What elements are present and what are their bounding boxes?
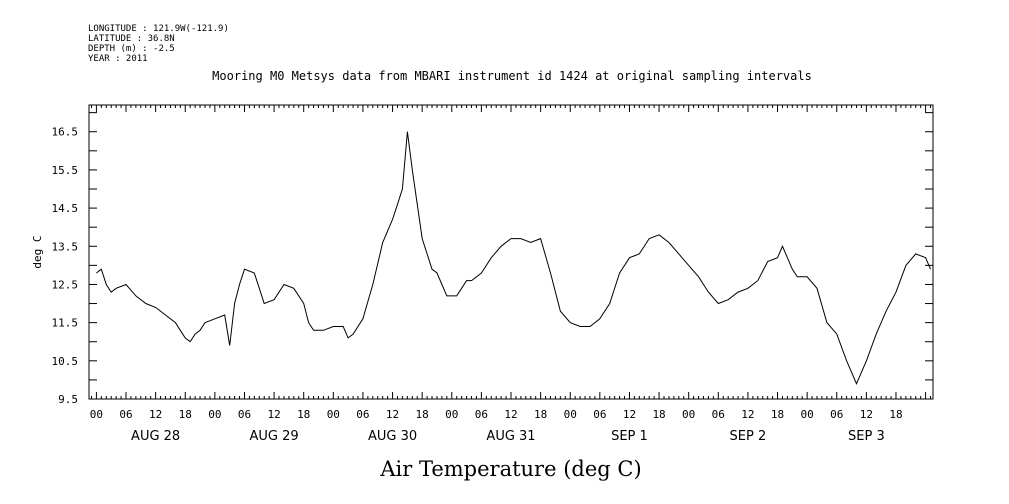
- x-hour-label: 06: [475, 408, 488, 421]
- x-hour-label: 06: [712, 408, 725, 421]
- x-tick-labels: 00 06 12 18 00 06 12 18 00 06 12 18 00 06 12 18 00 06 12 18…: [90, 408, 903, 421]
- x-day-label: SEP 1: [611, 429, 648, 444]
- x-axis: [90, 105, 932, 399]
- x-hour-label: 06: [830, 408, 843, 421]
- x-hour-label: 12: [860, 408, 873, 421]
- x-day-label: AUG 30: [368, 429, 417, 444]
- x-hour-label: 00: [445, 408, 458, 421]
- x-hour-label: 18: [771, 408, 784, 421]
- x-hour-label: 00: [682, 408, 695, 421]
- x-hour-label: 06: [119, 408, 132, 421]
- chart-title: Mooring M0 Metsys data from MBARI instru…: [212, 69, 812, 83]
- x-hour-label: 00: [801, 408, 814, 421]
- x-hour-label: 12: [267, 408, 280, 421]
- x-hour-label: 06: [593, 408, 606, 421]
- x-hour-label: 12: [741, 408, 754, 421]
- x-axis-label: Air Temperature (deg C): [379, 457, 641, 481]
- meta-longitude: LONGITUDE : 121.9W(-121.9): [88, 24, 229, 34]
- meta-latitude: LATITUDE : 36.8N: [88, 34, 175, 44]
- x-hour-label: 18: [416, 408, 429, 421]
- x-day-label: SEP 3: [848, 429, 885, 444]
- x-hour-label: 18: [889, 408, 902, 421]
- x-hour-label: 06: [238, 408, 251, 421]
- y-tick-label: 13.5: [52, 240, 79, 253]
- x-hour-label: 00: [327, 408, 340, 421]
- y-tick-label: 11.5: [52, 317, 79, 330]
- y-axis-label: deg C: [31, 235, 44, 268]
- series-line-air-temperature: [96, 131, 931, 385]
- x-hour-label: 18: [179, 408, 192, 421]
- x-day-label: AUG 29: [250, 429, 299, 444]
- y-tick-label: 16.5: [52, 126, 79, 139]
- x-day-label: AUG 31: [486, 429, 535, 444]
- x-hour-label: 00: [564, 408, 577, 421]
- x-day-label: AUG 28: [131, 429, 180, 444]
- meta-depth: DEPTH (m) : -2.5: [88, 44, 175, 54]
- meta-year: YEAR : 2011: [88, 54, 148, 64]
- x-hour-label: 06: [356, 408, 369, 421]
- plot-frame: [88, 104, 934, 400]
- y-axis: 9.5 10.5 11.5 12.5 13.5 14.5 15.5 16.5: [52, 112, 933, 406]
- x-hour-label: 12: [504, 408, 517, 421]
- x-day-labels: AUG 28 AUG 29 AUG 30 AUG 31 SEP 1 SEP 2 SEP 3: [131, 429, 885, 444]
- y-tick-label: 15.5: [52, 164, 79, 177]
- x-hour-label: 18: [652, 408, 665, 421]
- y-tick-label: 9.5: [58, 393, 78, 406]
- y-tick-label: 10.5: [52, 355, 79, 368]
- x-hour-label: 00: [208, 408, 221, 421]
- x-day-label: SEP 2: [730, 429, 767, 444]
- y-tick-label: 12.5: [52, 278, 79, 291]
- x-hour-label: 12: [386, 408, 399, 421]
- y-tick-label: 14.5: [52, 202, 79, 215]
- x-hour-label: 12: [149, 408, 162, 421]
- x-hour-label: 18: [297, 408, 310, 421]
- x-hour-label: 12: [623, 408, 636, 421]
- x-hour-label: 18: [534, 408, 547, 421]
- x-hour-label: 00: [90, 408, 103, 421]
